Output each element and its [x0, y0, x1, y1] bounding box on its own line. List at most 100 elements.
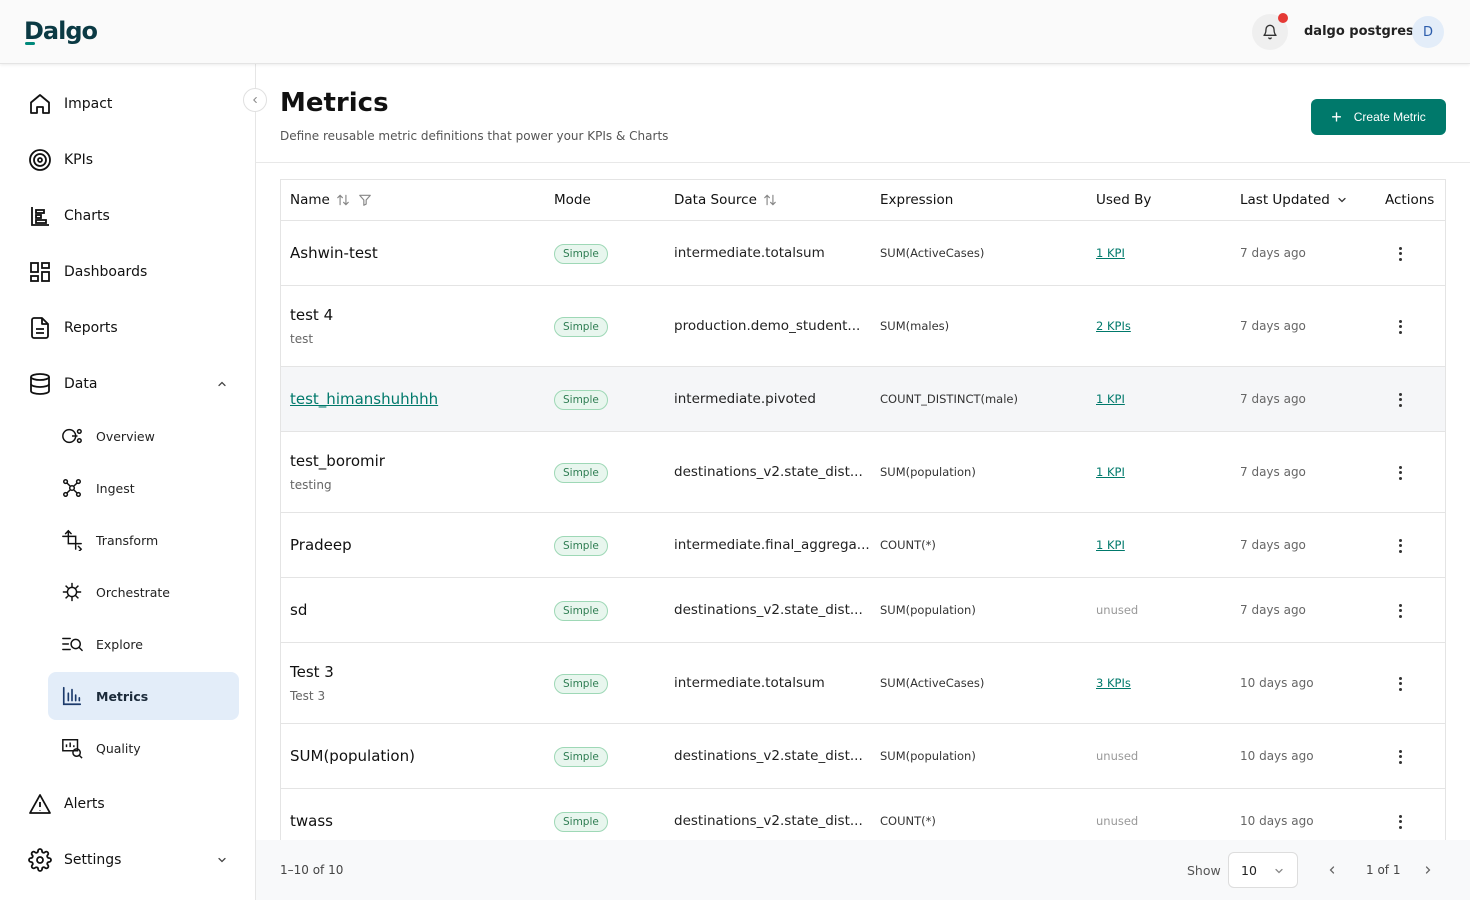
more-actions-icon[interactable] [1396, 814, 1404, 829]
sidebar-subitem-explore[interactable]: Explore [48, 620, 239, 668]
sidebar-subitem-orchestrate[interactable]: Orchestrate [48, 568, 239, 616]
table-row[interactable]: Ashwin-test Simple intermediate.totalsum SU… [281, 221, 1445, 286]
metric-name[interactable]: Pradeep [290, 535, 352, 554]
metric-name[interactable]: Ashwin-test [290, 243, 378, 262]
metric-name[interactable]: sd [290, 600, 308, 619]
metric-name[interactable]: twass [290, 811, 333, 830]
chevron-down-icon[interactable] [216, 854, 228, 866]
table-row[interactable]: test_boromir testing Simple destinations_v2… [281, 432, 1445, 513]
metric-name[interactable]: SUM(population) [290, 746, 415, 765]
column-header-last-updated[interactable]: Last Updated [1240, 192, 1348, 208]
used-by[interactable]: 2 KPIs [1096, 318, 1131, 333]
chevron-right-icon [1425, 866, 1431, 874]
more-actions-icon[interactable] [1396, 676, 1404, 691]
table-row[interactable]: test 4 test Simple production.demo_student.… [281, 286, 1445, 367]
sidebar-item-kpis[interactable]: KPIs [26, 140, 93, 180]
mode-badge: Simple [554, 316, 608, 337]
sidebar-item-label: Charts [64, 208, 110, 224]
last-updated: 7 days ago [1240, 318, 1306, 333]
table-row[interactable]: sd Simple destinations_v2.state_dist... SUM… [281, 578, 1445, 643]
sidebar-item-alerts[interactable]: Alerts [26, 784, 105, 824]
orchestrate-icon [60, 580, 84, 604]
table-row[interactable]: Pradeep Simple intermediate.final_aggrega.… [281, 513, 1445, 578]
used-by[interactable]: 3 KPIs [1096, 675, 1131, 690]
avatar[interactable]: D [1412, 16, 1444, 48]
sidebar-item-label: Ingest [96, 480, 135, 496]
previous-page-button[interactable] [1322, 860, 1342, 880]
metric-name[interactable]: Test 3 [290, 663, 334, 681]
sidebar-subitem-transform[interactable]: Transform [48, 516, 239, 564]
last-updated: 7 days ago [1240, 602, 1306, 617]
dalgo-logo[interactable]: Dalgo [24, 17, 98, 45]
create-metric-button[interactable]: + Create Metric [1311, 99, 1446, 135]
filter-icon[interactable] [358, 193, 372, 207]
sidebar-item-data[interactable]: Data [26, 364, 232, 404]
gear-icon [26, 846, 54, 874]
sidebar-item-charts[interactable]: Charts [26, 196, 110, 236]
sidebar-subitem-metrics[interactable]: Metrics [48, 672, 239, 720]
used-by: unused [1096, 813, 1139, 828]
table-row[interactable]: Test 3 Test 3 Simple intermediate.totalsum S… [281, 643, 1445, 724]
sidebar-item-label: Impact [64, 96, 113, 112]
sidebar-item-settings[interactable]: Settings [26, 840, 232, 880]
more-actions-icon[interactable] [1396, 319, 1404, 334]
user-name[interactable]: dalgo postgres [1304, 24, 1414, 39]
sidebar-item-label: Metrics [96, 688, 149, 704]
mode-badge: Simple [554, 243, 608, 264]
table-row[interactable]: test_himanshuhhhh Simple intermediate.pivo… [281, 367, 1445, 432]
more-actions-icon[interactable] [1396, 465, 1404, 480]
expression: COUNT(*) [880, 537, 936, 552]
metric-name[interactable]: test 4 [290, 306, 334, 324]
mode-badge: Simple [554, 535, 608, 556]
used-by[interactable]: 1 KPI [1096, 245, 1125, 260]
sidebar-item-label: Orchestrate [96, 584, 170, 600]
divider [256, 162, 1470, 163]
page-size-select[interactable]: 10 [1228, 852, 1298, 888]
sort-icon[interactable] [336, 193, 350, 207]
sidebar-item-reports[interactable]: Reports [26, 308, 118, 348]
sort-icon[interactable] [763, 193, 777, 207]
sidebar-subitem-quality[interactable]: Quality [48, 724, 239, 772]
more-actions-icon[interactable] [1396, 246, 1404, 261]
metric-name[interactable]: test_himanshuhhhh [290, 389, 439, 408]
more-actions-icon[interactable] [1396, 538, 1404, 553]
column-label: Mode [554, 192, 591, 208]
mode-badge: Simple [554, 389, 608, 410]
page-subtitle: Define reusable metric definitions that … [280, 129, 669, 143]
plus-icon: + [1331, 107, 1342, 127]
used-by[interactable]: 1 KPI [1096, 391, 1125, 406]
sidebar-subitem-overview[interactable]: Overview [48, 412, 239, 460]
transform-icon [60, 528, 84, 552]
used-by[interactable]: 1 KPI [1096, 537, 1125, 552]
used-by[interactable]: 1 KPI [1096, 464, 1125, 479]
more-actions-icon[interactable] [1396, 392, 1404, 407]
ingest-icon [60, 476, 84, 500]
more-actions-icon[interactable] [1396, 749, 1404, 764]
quality-icon [60, 736, 84, 760]
create-metric-label: Create Metric [1353, 110, 1426, 124]
used-by: unused [1096, 602, 1139, 617]
data-source: intermediate.totalsum [674, 244, 825, 261]
column-label: Last Updated [1240, 192, 1330, 208]
collapse-sidebar-button[interactable] [243, 88, 267, 112]
page-size-label: Show [1187, 863, 1221, 878]
column-header-name[interactable]: Name [290, 192, 372, 208]
dashboard-icon [26, 258, 54, 286]
chevron-down-icon[interactable] [1336, 194, 1348, 206]
metric-name[interactable]: test_boromir [290, 452, 385, 470]
expression: SUM(ActiveCases) [880, 245, 985, 260]
more-actions-icon[interactable] [1396, 603, 1404, 618]
sidebar-subitem-ingest[interactable]: Ingest [48, 464, 239, 512]
sidebar-item-dashboards[interactable]: Dashboards [26, 252, 147, 292]
table-row[interactable]: twass Simple destinations_v2.state_dist...… [281, 789, 1445, 840]
table-row[interactable]: SUM(population) Simple destinations_v2.sta… [281, 724, 1445, 789]
sidebar-item-label: Reports [64, 320, 118, 336]
data-source: intermediate.totalsum [674, 674, 825, 691]
next-page-button[interactable] [1418, 860, 1438, 880]
chevron-left-icon [1329, 866, 1335, 874]
chevron-up-icon[interactable] [216, 378, 228, 390]
mode-badge: Simple [554, 600, 608, 621]
column-label: Data Source [674, 192, 757, 208]
column-header-data-source[interactable]: Data Source [674, 192, 777, 208]
sidebar-item-impact[interactable]: Impact [26, 84, 112, 124]
